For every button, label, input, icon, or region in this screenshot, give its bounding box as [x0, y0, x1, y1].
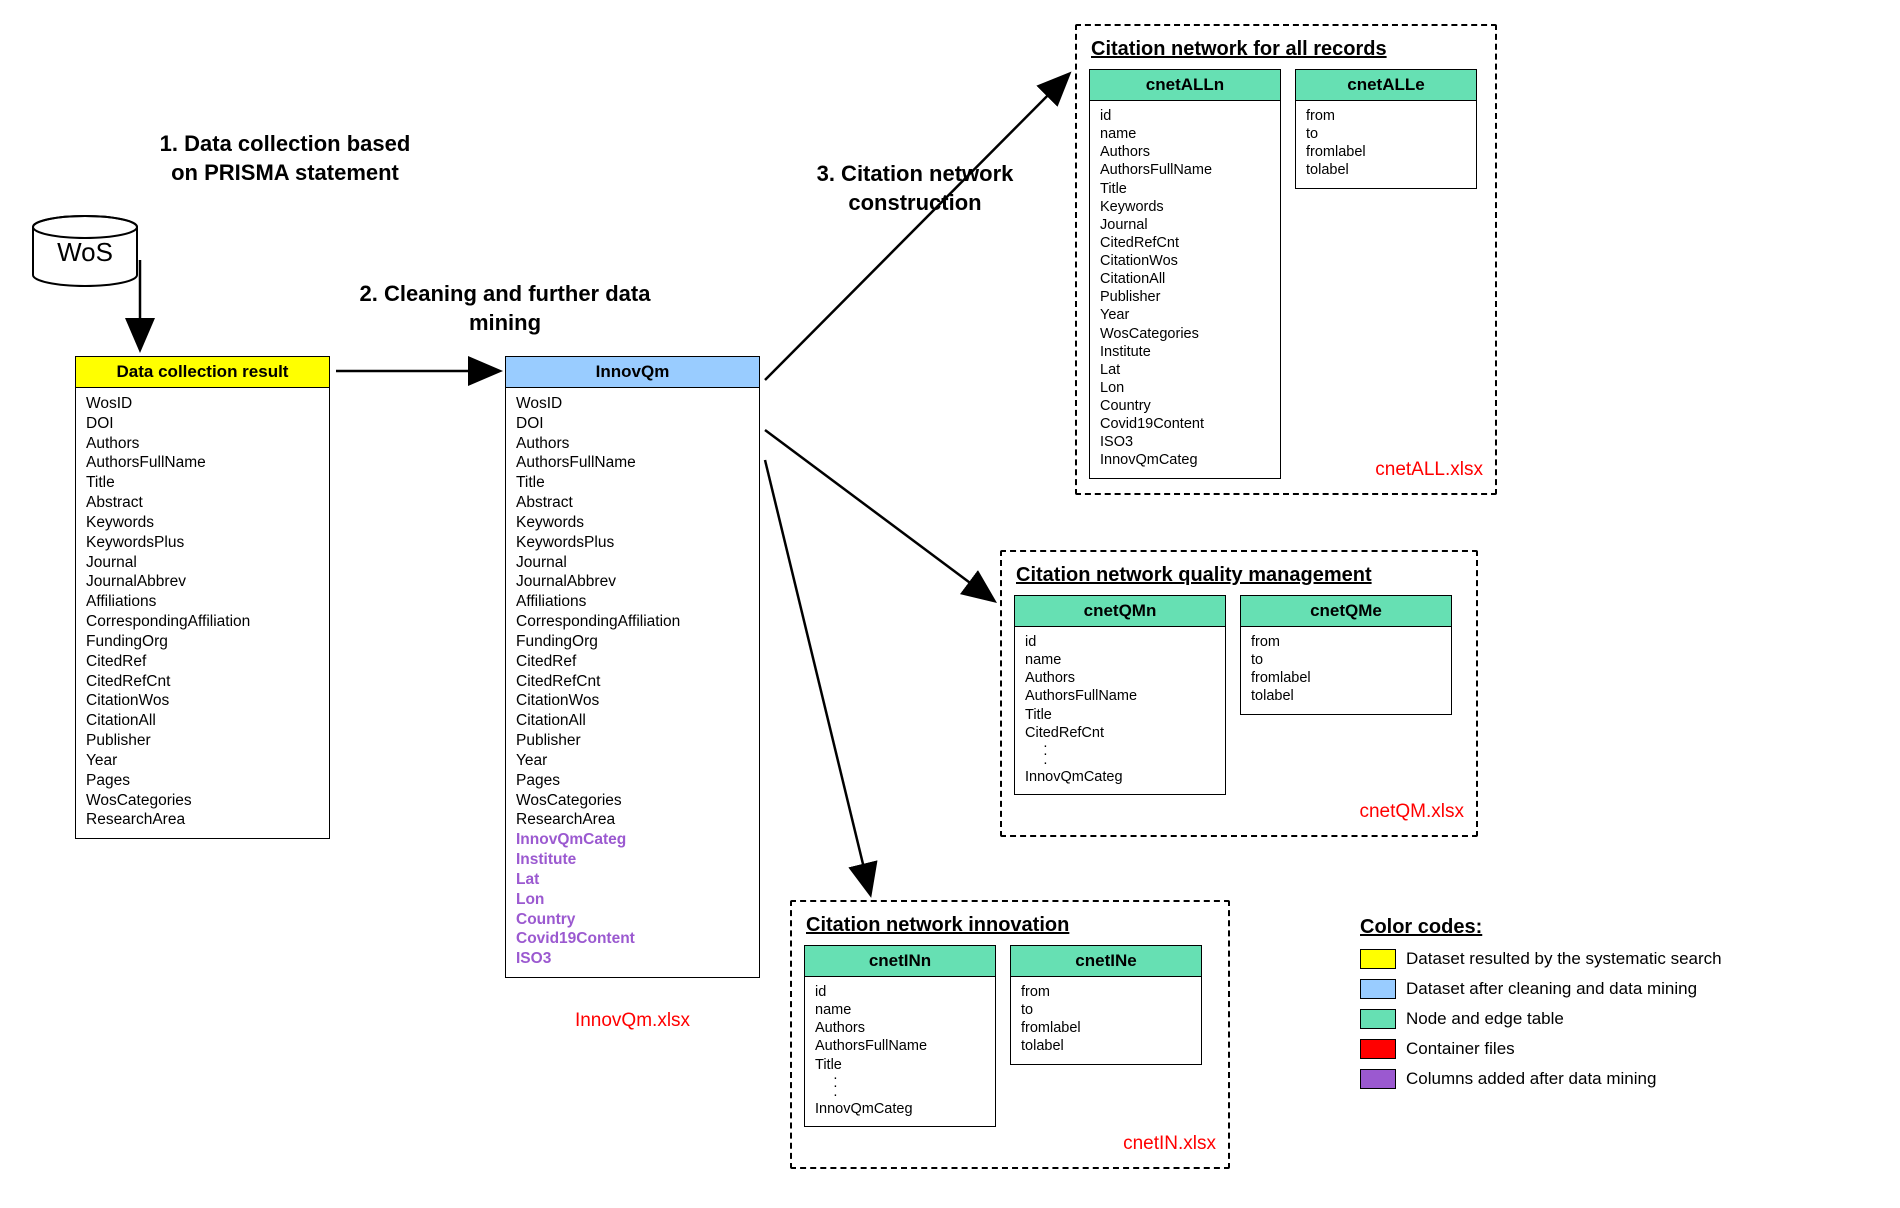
cnetINn-header: cnetINn — [805, 946, 995, 977]
legend-swatch — [1360, 1039, 1396, 1059]
citation-qm-box: Citation network quality management cnet… — [1000, 550, 1478, 837]
citation-all-title: Citation network for all records — [1091, 38, 1483, 61]
legend-row: Node and edge table — [1360, 1009, 1790, 1029]
innovqm-table: InnovQm WosIDDOIAuthorsAuthorsFullNameTi… — [505, 356, 760, 978]
cnetINe-body: fromtofromlabeltolabel — [1011, 977, 1201, 1064]
cnetQMe-table: cnetQMe fromtofromlabeltolabel — [1240, 595, 1452, 715]
legend-label: Columns added after data mining — [1406, 1069, 1656, 1089]
citation-all-box: Citation network for all records cnetALL… — [1075, 24, 1497, 495]
legend-row: Dataset resulted by the systematic searc… — [1360, 949, 1790, 969]
wos-database-cylinder: WoS — [30, 215, 140, 285]
legend-row: Dataset after cleaning and data mining — [1360, 979, 1790, 999]
data-collection-table: Data collection result WosIDDOIAuthorsAu… — [75, 356, 330, 839]
innovqm-body: WosIDDOIAuthorsAuthorsFullNameTitleAbstr… — [506, 388, 759, 977]
legend-label: Dataset resulted by the systematic searc… — [1406, 949, 1722, 969]
legend-swatch — [1360, 1009, 1396, 1029]
citation-in-title: Citation network innovation — [806, 914, 1216, 937]
cnetALLe-header: cnetALLe — [1296, 70, 1476, 101]
cnetALLn-table: cnetALLn idnameAuthorsAuthorsFullNameTit… — [1089, 69, 1281, 479]
cnetINn-table: cnetINn idnameAuthorsAuthorsFullNameTitl… — [804, 945, 996, 1127]
wos-label: WoS — [30, 237, 140, 268]
legend-row: Columns added after data mining — [1360, 1069, 1790, 1089]
data-collection-body: WosIDDOIAuthorsAuthorsFullNameTitleAbstr… — [76, 388, 329, 838]
innovqm-file-label: InnovQm.xlsx — [505, 1010, 760, 1032]
legend-label: Dataset after cleaning and data mining — [1406, 979, 1697, 999]
cnetALLn-header: cnetALLn — [1090, 70, 1280, 101]
cnetINe-table: cnetINe fromtofromlabeltolabel — [1010, 945, 1202, 1065]
legend-box: Color codes: Dataset resulted by the sys… — [1360, 916, 1790, 1089]
innovqm-header: InnovQm — [506, 357, 759, 388]
legend-row: Container files — [1360, 1039, 1790, 1059]
legend-label: Node and edge table — [1406, 1009, 1564, 1029]
cnetIN-file-label: cnetIN.xlsx — [804, 1133, 1216, 1155]
cnetQMn-table: cnetQMn idnameAuthorsAuthorsFullNameTitl… — [1014, 595, 1226, 795]
legend-swatch — [1360, 979, 1396, 999]
cnetALLe-table: cnetALLe fromtofromlabeltolabel — [1295, 69, 1477, 189]
legend-items: Dataset resulted by the systematic searc… — [1360, 949, 1790, 1089]
citation-in-box: Citation network innovation cnetINn idna… — [790, 900, 1230, 1169]
step-1-label: 1. Data collection based on PRISMA state… — [150, 130, 420, 187]
legend-swatch — [1360, 1069, 1396, 1089]
cnetQMn-header: cnetQMn — [1015, 596, 1225, 627]
cnetQM-file-label: cnetQM.xlsx — [1014, 801, 1464, 823]
citation-qm-title: Citation network quality management — [1016, 564, 1464, 587]
cnetQMe-body: fromtofromlabeltolabel — [1241, 627, 1451, 714]
legend-title: Color codes: — [1360, 916, 1790, 939]
cnetALLn-body: idnameAuthorsAuthorsFullNameTitleKeyword… — [1090, 101, 1280, 478]
legend-swatch — [1360, 949, 1396, 969]
cnetINn-body: idnameAuthorsAuthorsFullNameTitle···Inno… — [805, 977, 995, 1126]
step-2-label: 2. Cleaning and further data mining — [350, 280, 660, 337]
step-3-label: 3. Citation network construction — [775, 160, 1055, 217]
cnetALLe-body: fromtofromlabeltolabel — [1296, 101, 1476, 188]
cnetQMn-body: idnameAuthorsAuthorsFullNameTitleCitedRe… — [1015, 627, 1225, 794]
cnetINe-header: cnetINe — [1011, 946, 1201, 977]
cnetQMe-header: cnetQMe — [1241, 596, 1451, 627]
data-collection-header: Data collection result — [76, 357, 329, 388]
legend-label: Container files — [1406, 1039, 1515, 1059]
